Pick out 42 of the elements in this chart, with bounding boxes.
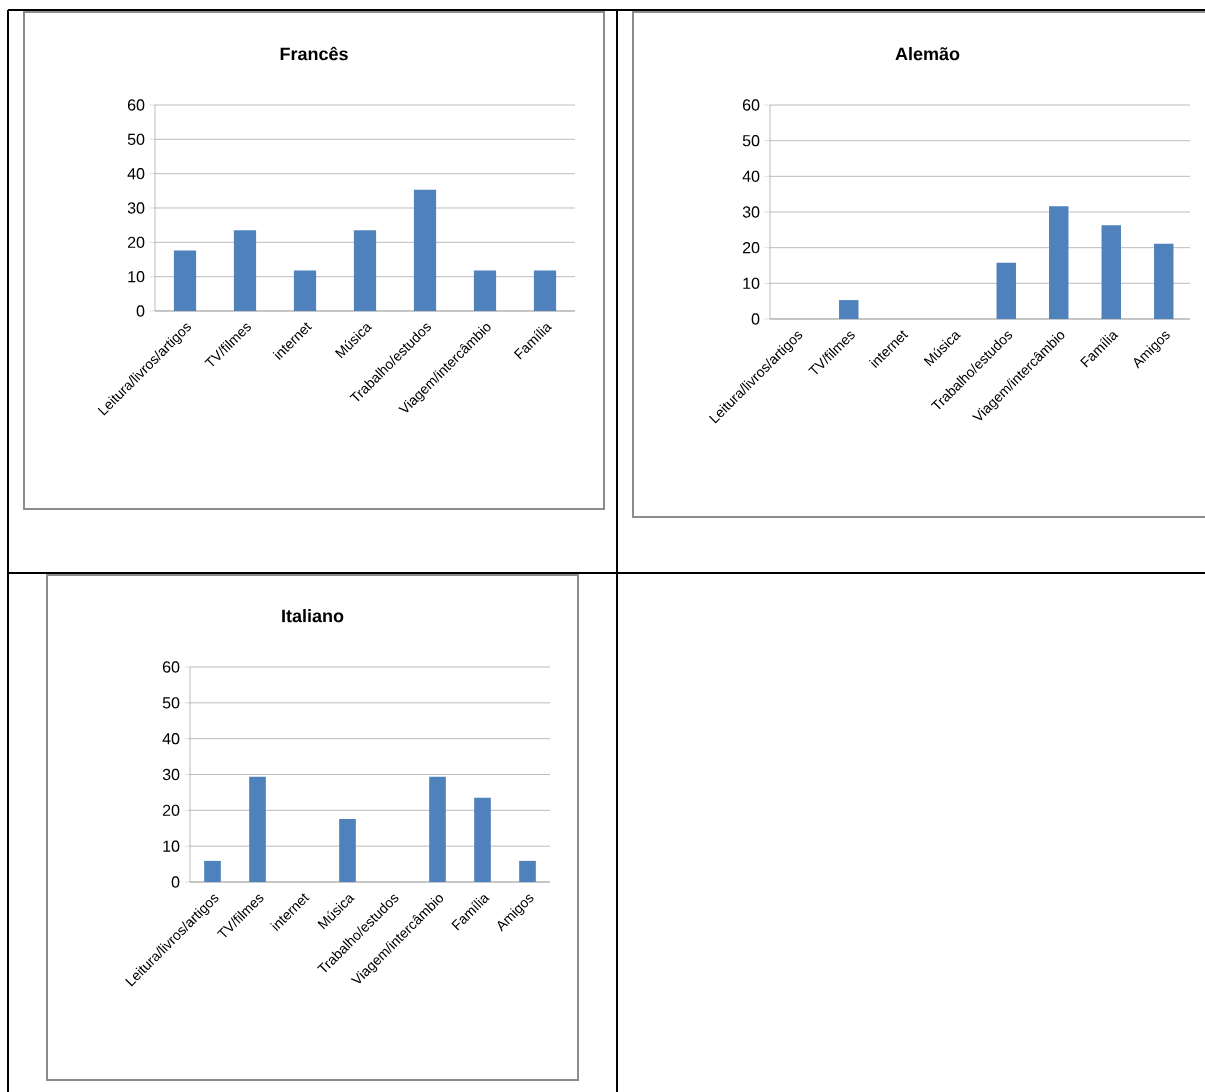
y-tick-label: 20 bbox=[127, 236, 145, 248]
y-tick-label: 0 bbox=[751, 313, 760, 325]
y-tick-label: 0 bbox=[136, 305, 145, 317]
bar bbox=[413, 189, 437, 311]
bar bbox=[839, 300, 859, 319]
bar bbox=[233, 230, 257, 311]
y-tick-label: 40 bbox=[162, 733, 180, 745]
y-tick-label: 10 bbox=[743, 277, 760, 289]
bar bbox=[1049, 206, 1069, 319]
chart-title: Francês bbox=[280, 46, 348, 61]
y-tick-label: 0 bbox=[171, 876, 180, 888]
bar bbox=[519, 860, 536, 882]
bar bbox=[204, 860, 221, 882]
y-tick-label: 10 bbox=[128, 271, 145, 283]
y-tick-label: 20 bbox=[162, 804, 180, 816]
y-tick-label: 40 bbox=[742, 170, 760, 182]
y-tick-label: 50 bbox=[127, 133, 145, 145]
y-tick-label: 20 bbox=[742, 242, 760, 254]
y-tick-label: 30 bbox=[742, 206, 760, 218]
bar bbox=[473, 270, 497, 311]
bar bbox=[1154, 243, 1174, 319]
bar bbox=[1101, 225, 1121, 319]
y-tick-label: 40 bbox=[127, 168, 145, 180]
y-tick-label: 10 bbox=[163, 840, 180, 852]
bar bbox=[429, 776, 446, 882]
bar bbox=[353, 230, 377, 311]
bar bbox=[249, 776, 266, 882]
bar bbox=[474, 797, 491, 882]
bar bbox=[173, 250, 197, 311]
y-tick-label: 50 bbox=[742, 135, 760, 147]
bar bbox=[339, 818, 356, 882]
bar bbox=[533, 270, 557, 311]
y-tick-label: 60 bbox=[127, 99, 145, 111]
bar bbox=[293, 270, 317, 311]
chart-title: Italiano bbox=[282, 609, 344, 623]
chart-title: Alemão bbox=[895, 47, 960, 61]
y-tick-label: 30 bbox=[127, 202, 145, 214]
y-tick-label: 60 bbox=[742, 99, 760, 111]
bar bbox=[996, 262, 1016, 319]
y-tick-label: 60 bbox=[162, 661, 180, 673]
y-tick-label: 30 bbox=[162, 768, 180, 781]
y-tick-label: 50 bbox=[162, 697, 180, 709]
